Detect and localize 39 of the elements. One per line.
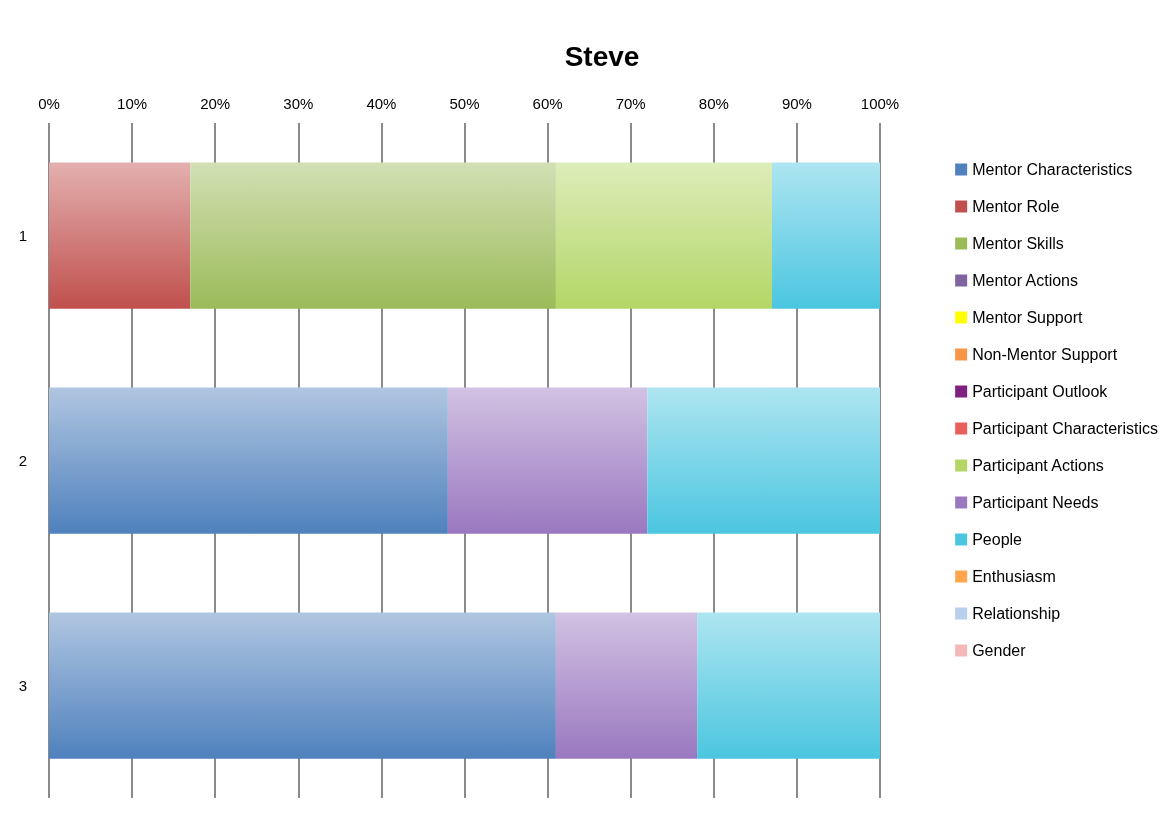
bar [697,612,880,759]
legend-label: Participant Needs [972,494,1099,511]
chart-title: Steve [564,40,640,72]
x-tick-label: 90% [781,95,812,112]
legend-label: Participant Actions [972,457,1104,474]
y-tick-label: 1 [18,227,27,244]
bar [555,162,772,309]
legend-label: Mentor Actions [972,272,1078,289]
x-tick-label: 80% [698,95,729,112]
legend-label: Relationship [972,605,1061,622]
x-tick-label: 70% [615,95,646,112]
bar [190,162,556,309]
x-tick-label: 50% [449,95,480,112]
bar [49,612,556,759]
bar [49,162,191,309]
bar [771,162,880,309]
x-tick-label: 10% [117,95,148,112]
bar [555,612,698,759]
bar [447,387,648,534]
legend-label: Mentor Role [972,198,1060,215]
x-tick-label: 0% [38,95,60,112]
legend-label: Enthusiasm [972,568,1056,585]
x-tick-label: 30% [283,95,314,112]
legend-label: Mentor Characteristics [972,161,1133,178]
legend-label: People [972,531,1023,548]
legend-label: Gender [972,642,1027,659]
legend-label: Participant Characteristics [972,420,1158,437]
bar [49,387,448,534]
x-tick-label: 20% [200,95,231,112]
x-tick-label: 100% [860,95,900,112]
x-tick-label: 40% [366,95,397,112]
legend-label: Mentor Support [972,309,1083,326]
legend-label: Participant Outlook [972,383,1109,400]
legend-label: Mentor Skills [972,235,1064,252]
x-tick-label: 60% [532,95,563,112]
y-tick-label: 2 [18,452,27,469]
y-tick-label: 3 [18,677,27,694]
legend-label: Non-Mentor Support [972,346,1118,363]
bar [647,387,880,534]
